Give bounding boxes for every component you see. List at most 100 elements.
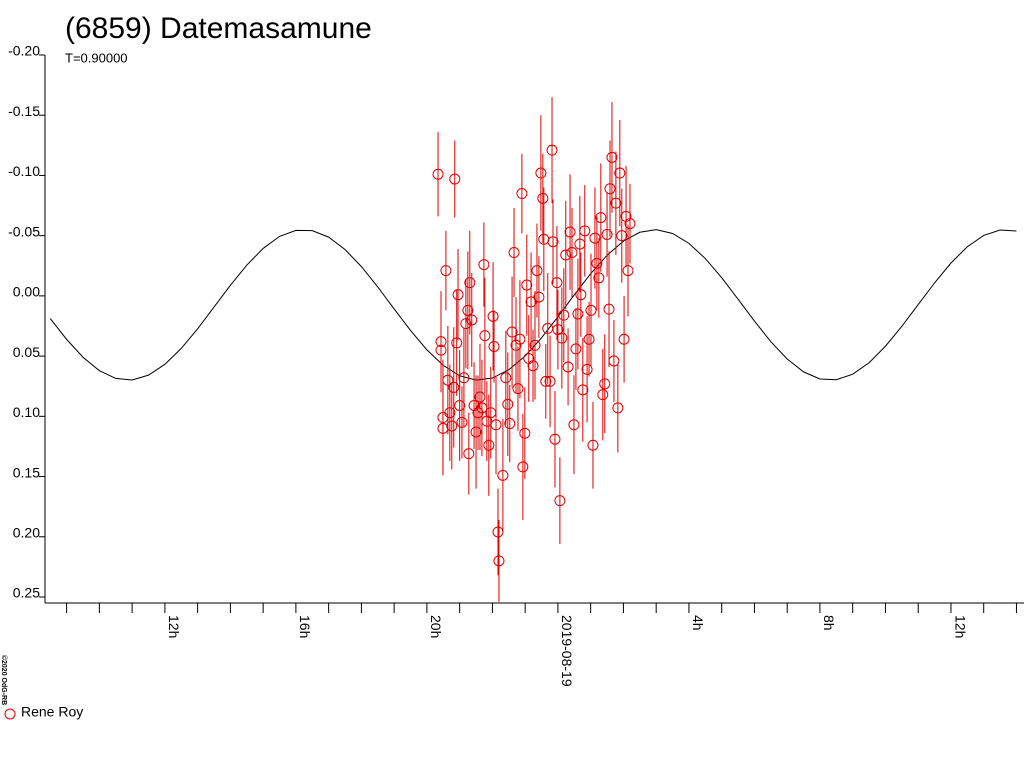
data-point [529, 339, 541, 351]
data-point [562, 361, 574, 373]
y-tick-label: -0.05 [8, 223, 40, 239]
x-tick-label: 2019-08-19 [559, 615, 575, 687]
data-point [575, 289, 587, 301]
data-point [504, 418, 516, 430]
legend-marker [4, 708, 16, 720]
y-tick-label: 0.25 [13, 585, 40, 601]
chart-title: (6859) Datemasamune [65, 12, 372, 45]
data-point [451, 337, 463, 349]
data-point [493, 555, 505, 567]
data-point [540, 375, 552, 387]
data-point [612, 402, 624, 414]
data-point [556, 332, 568, 344]
data-point [551, 277, 563, 289]
data-point [510, 339, 522, 351]
plot-area [49, 97, 1017, 602]
data-point [587, 439, 599, 451]
data-point [483, 439, 495, 451]
data-point [506, 326, 518, 338]
x-tick-label: 4h [690, 615, 706, 631]
data-point [470, 426, 482, 438]
data-point [560, 249, 572, 261]
data-point [442, 374, 454, 386]
data-point [608, 355, 620, 367]
data-point [456, 416, 468, 428]
data-point [458, 372, 470, 384]
data-point [533, 291, 545, 303]
data-point [591, 257, 603, 269]
data-point [488, 340, 500, 352]
y-tick-label: -0.10 [8, 163, 40, 179]
data-point [500, 372, 512, 384]
data-point [603, 303, 615, 315]
data-point [502, 398, 514, 410]
data-point [463, 448, 475, 460]
y-tick-label: 0.20 [13, 524, 40, 540]
data-point [568, 419, 580, 431]
data-point [497, 469, 509, 481]
data-point [517, 461, 529, 473]
data-point [516, 188, 528, 200]
data-point [466, 314, 478, 326]
data-point [525, 296, 537, 308]
data-point [610, 197, 622, 209]
chart-subtitle: T=0.90000 [65, 50, 128, 65]
legend-label: Rene Roy [21, 704, 83, 720]
data-point [449, 173, 461, 185]
data-point [618, 333, 630, 345]
data-point [446, 420, 458, 432]
data-point [460, 318, 472, 330]
data-point [521, 279, 533, 291]
data-point [432, 168, 444, 180]
data-point [440, 265, 452, 277]
data-point [585, 304, 597, 316]
data-point [606, 151, 618, 163]
data-point [485, 407, 497, 419]
y-tick-label: 0.05 [13, 344, 40, 360]
data-point [527, 360, 539, 372]
data-point [616, 230, 628, 242]
data-point [476, 402, 488, 414]
data-point [519, 427, 531, 439]
data-point [577, 384, 589, 396]
data-point [599, 378, 611, 390]
y-tick-label: -0.15 [8, 103, 40, 119]
data-point [546, 144, 558, 156]
x-tick-label: 12h [166, 615, 182, 638]
y-tick-label: 0.10 [13, 404, 40, 420]
data-point [487, 310, 499, 322]
data-point [554, 495, 566, 507]
data-point [544, 375, 556, 387]
data-point [514, 333, 526, 345]
data-point [537, 192, 549, 204]
data-point [564, 226, 576, 238]
data-point [574, 238, 586, 250]
data-point [512, 383, 524, 395]
data-point [435, 336, 447, 348]
data-point [583, 333, 595, 345]
data-point [454, 399, 466, 411]
data-point [547, 236, 559, 248]
data-point [448, 381, 460, 393]
data-point [535, 167, 547, 179]
data-point [589, 232, 601, 244]
data-point [593, 272, 605, 284]
data-point [452, 289, 464, 301]
data-point [558, 309, 570, 321]
data-point [581, 363, 593, 375]
data-point [444, 407, 456, 419]
data-point [508, 247, 520, 259]
data-point [492, 526, 504, 538]
x-tick-label: 8h [821, 615, 837, 631]
data-point [531, 265, 543, 277]
data-point [614, 167, 626, 179]
y-tick-label: 0.15 [13, 464, 40, 480]
data-point [579, 225, 591, 237]
data-point [624, 218, 636, 230]
data-point [479, 330, 491, 342]
data-point [490, 419, 502, 431]
data-point [474, 391, 486, 403]
data-point [462, 304, 474, 316]
